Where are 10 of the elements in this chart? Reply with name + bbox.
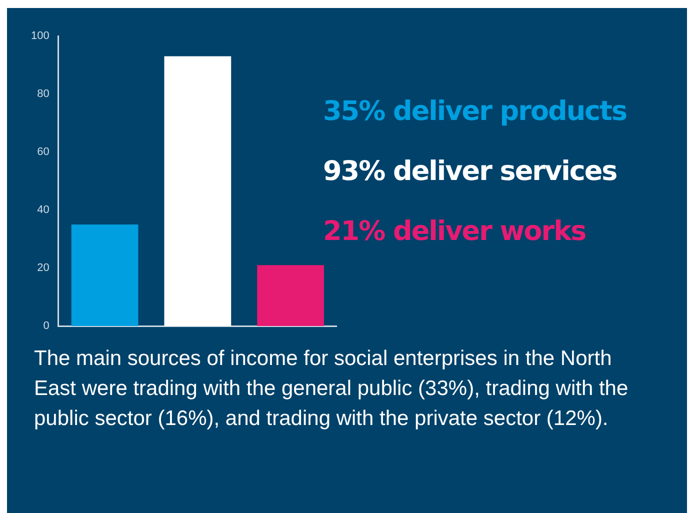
- y-tick-label: 20: [37, 262, 50, 274]
- text: 35% deliver products: [323, 96, 627, 129]
- y-tick-label: 40: [37, 204, 50, 216]
- text: The main sources of income for social enterprises in the North East were trading with the general public (33%), trading with the public sector (16%), and trading with the private sector (12%).: [34, 346, 630, 432]
- y-tick-label: 80: [37, 88, 50, 100]
- series-label: 21% deliver works: [323, 216, 587, 249]
- text: 93% deliver services: [323, 156, 618, 189]
- y-tick-label: 100: [30, 30, 50, 42]
- y-tick-label: 60: [37, 146, 50, 158]
- y-tick-label: 0: [43, 320, 50, 332]
